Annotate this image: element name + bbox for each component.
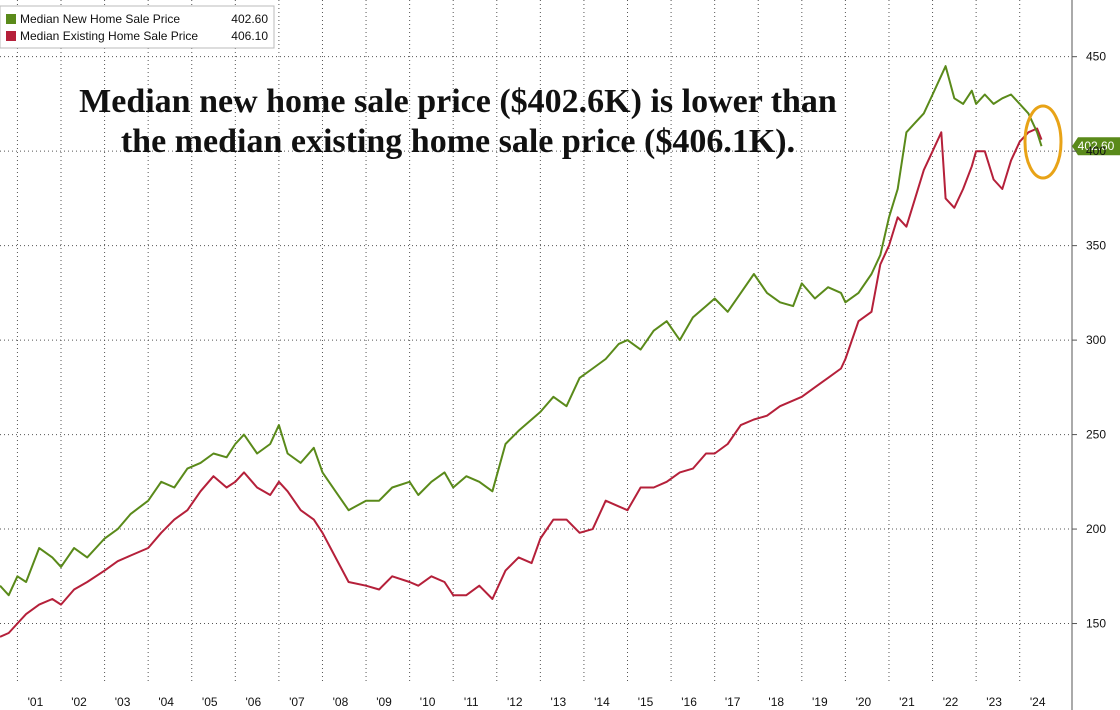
x-tick-label: '06 — [245, 695, 261, 709]
y-tick-label: 200 — [1086, 522, 1106, 536]
x-tick-label: '15 — [638, 695, 654, 709]
x-tick-label: '09 — [376, 695, 392, 709]
x-tick-label: '21 — [899, 695, 915, 709]
x-tick-label: '13 — [551, 695, 567, 709]
y-tick-label: 400 — [1086, 144, 1106, 158]
x-tick-label: '18 — [768, 695, 784, 709]
x-tick-label: '07 — [289, 695, 305, 709]
highlight-ellipse — [1023, 104, 1063, 180]
y-tick-label: 300 — [1086, 333, 1106, 347]
x-tick-label: '14 — [594, 695, 610, 709]
x-tick-label: '12 — [507, 695, 523, 709]
x-tick-label: '02 — [71, 695, 87, 709]
legend-label-existing: Median Existing Home Sale Price — [20, 29, 198, 43]
annotation-line-2: the median existing home sale price ($40… — [121, 123, 795, 160]
x-tick-label: '17 — [725, 695, 741, 709]
x-tick-label: '08 — [333, 695, 349, 709]
legend: Median New Home Sale Price 402.60 Median… — [0, 5, 275, 49]
legend-swatch-new — [6, 14, 16, 24]
x-tick-label: '20 — [856, 695, 872, 709]
x-tick-label: '24 — [1030, 695, 1046, 709]
last-value-badge: 402.60 — [1072, 137, 1120, 156]
annotation-line-1: Median new home sale price ($402.6K) is … — [79, 83, 837, 120]
legend-swatch-existing — [6, 31, 16, 41]
x-tick-label: '10 — [420, 695, 436, 709]
x-tick-label: '16 — [681, 695, 697, 709]
y-tick-label: 350 — [1086, 239, 1106, 253]
legend-label-new: Median New Home Sale Price — [20, 12, 180, 26]
last-value-badge-text: 402.60 — [1078, 139, 1115, 153]
x-tick-label: '22 — [943, 695, 959, 709]
x-tick-label: '04 — [158, 695, 174, 709]
x-tick-label: '03 — [115, 695, 131, 709]
x-tick-label: '05 — [202, 695, 218, 709]
series-line-new-home — [0, 65, 1043, 597]
x-tick-label: '11 — [464, 695, 479, 709]
series-layer — [0, 65, 1043, 638]
x-tick-label: '19 — [812, 695, 828, 709]
legend-value-existing: 406.10 — [231, 29, 268, 43]
last-value-badge-shape — [1072, 137, 1120, 156]
gridlines — [0, 0, 1072, 684]
y-tick-label: 450 — [1086, 50, 1106, 64]
series-line-existing-home — [0, 127, 1043, 638]
legend-box — [0, 5, 275, 49]
x-tick-label: '01 — [28, 695, 44, 709]
x-tick-label: '23 — [986, 695, 1002, 709]
y-tick-label: 150 — [1086, 617, 1106, 631]
y-tick-label: 250 — [1086, 428, 1106, 442]
legend-value-new: 402.60 — [231, 12, 268, 26]
